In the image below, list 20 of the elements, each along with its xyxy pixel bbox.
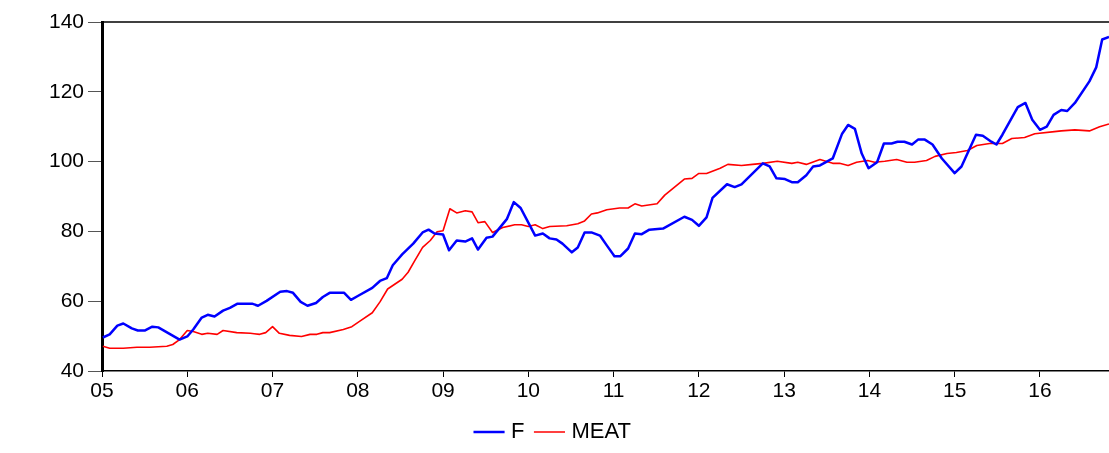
legend-label: F [511,418,525,444]
x-tick-label: 16 [1028,378,1052,402]
y-tick-label: 100 [48,148,84,172]
y-tick-label: 40 [60,357,84,381]
y-tick-label: 140 [48,8,84,32]
x-tick-label: 05 [90,378,114,402]
x-tick-label: 07 [260,378,285,402]
x-tick-label: 08 [346,378,370,402]
y-tick-label: 60 [60,288,84,311]
x-tick-label: 15 [942,378,967,402]
y-tick-label: 80 [60,218,84,242]
legend-label: MEAT [571,418,631,444]
x-tick-label: 09 [431,378,455,402]
x-tick-label: 13 [772,378,796,402]
x-tick-label: 12 [687,378,711,402]
y-tick-label: 120 [48,78,84,102]
x-tick-label: 10 [516,378,541,402]
x-tick-label: 06 [175,378,199,402]
x-tick-label: 11 [602,378,625,402]
x-tick-label: 14 [857,378,882,402]
